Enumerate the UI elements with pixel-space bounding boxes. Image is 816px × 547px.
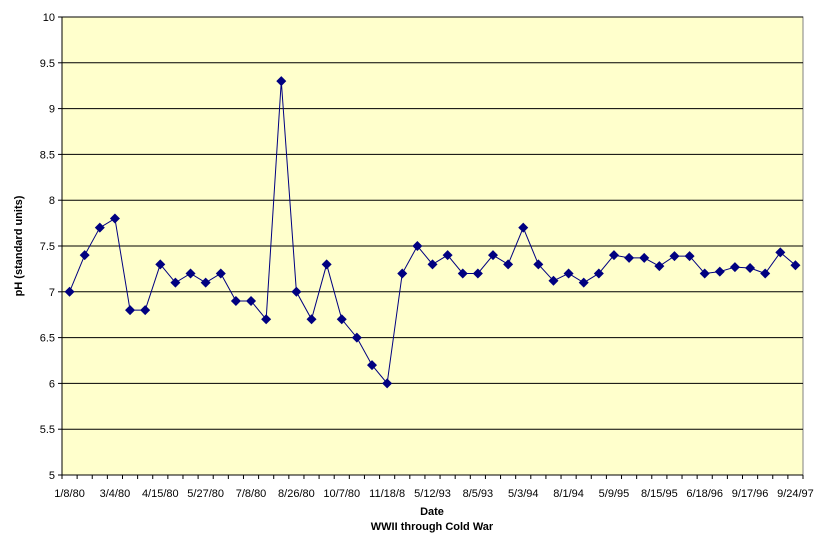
data-point (472, 268, 483, 279)
data-point (155, 259, 166, 270)
gridlines (61, 16, 803, 476)
data-point (684, 251, 695, 262)
y-tick-label: 10 (43, 12, 55, 24)
data-point (457, 268, 468, 279)
y-tick-label: 8.5 (40, 149, 55, 161)
data-point (261, 314, 272, 325)
data-point (533, 259, 544, 270)
x-tick-label: 10/7/80 (323, 488, 360, 500)
data-point (79, 250, 90, 261)
data-point (140, 305, 151, 316)
y-axis-title: pH (standard units) (13, 195, 25, 296)
data-point (200, 277, 211, 288)
data-point (760, 268, 771, 279)
data-point (276, 76, 287, 87)
y-tick-label: 5.5 (40, 424, 55, 436)
data-point (593, 268, 604, 279)
data-point (291, 286, 302, 297)
data-point (185, 268, 196, 279)
x-tick-label: 8/1/94 (553, 488, 584, 500)
data-point (427, 259, 438, 270)
data-point (518, 222, 529, 233)
x-tick-label: 3/4/80 (100, 488, 131, 500)
data-point (745, 262, 756, 273)
data-point (230, 295, 241, 306)
x-tick-label: 8/5/93 (463, 488, 494, 500)
data-point (170, 277, 181, 288)
data-point (382, 378, 393, 389)
data-point (624, 252, 635, 263)
x-tick-label: 8/26/80 (278, 488, 315, 500)
data-point (64, 286, 75, 297)
data-point (94, 222, 105, 233)
x-tick-label: 7/8/80 (236, 488, 267, 500)
x-tick-label: 5/12/93 (414, 488, 451, 500)
x-tick-label: 8/15/95 (641, 488, 678, 500)
x-tick-label: 5/3/94 (508, 488, 539, 500)
data-point (608, 250, 619, 261)
data-point (336, 314, 347, 325)
x-tick-label: 9/17/96 (732, 488, 769, 500)
x-tick-label: 11/18/8 (369, 488, 405, 500)
x-tick-label: 6/18/96 (686, 488, 723, 500)
x-tick-label: 4/15/80 (142, 488, 179, 500)
x-tick-label: 1/8/80 (54, 488, 85, 500)
data-point (125, 305, 136, 316)
data-point (729, 262, 740, 273)
y-tick-label: 6 (49, 378, 55, 390)
data-point (442, 250, 453, 261)
y-tick-label: 6.5 (40, 333, 55, 345)
data-point (412, 241, 423, 251)
data-point (548, 275, 559, 286)
x-axis-subtitle: WWII through Cold War (371, 521, 494, 533)
data-point (487, 250, 498, 261)
x-tick-labels: 1/8/80 3/4/80 4/15/80 5/27/80 7/8/80 8/26/80 1… (54, 475, 814, 500)
data-point (654, 261, 665, 272)
data-points (64, 76, 801, 389)
y-tick-label: 9 (49, 104, 55, 116)
data-point (714, 266, 725, 277)
x-tick-label: 5/9/95 (599, 488, 630, 500)
data-point (367, 360, 378, 371)
x-axis-title: Date (420, 506, 444, 518)
data-point (397, 268, 408, 279)
x-tick-label: 9/24/97 (777, 488, 814, 500)
y-tick-label: 7.5 (40, 241, 55, 253)
data-point (699, 268, 710, 279)
data-point (639, 252, 650, 263)
x-tick-label: 5/27/80 (187, 488, 224, 500)
y-tick-label: 7 (49, 287, 55, 299)
data-point (578, 277, 589, 288)
y-tick-labels: 5 5.5 6 6.5 7 7.5 8 8.5 9 9.5 10 (40, 12, 62, 482)
data-point (246, 295, 257, 306)
data-point (321, 259, 332, 270)
data-point (109, 213, 120, 224)
y-tick-label: 9.5 (40, 58, 55, 70)
data-point (351, 332, 362, 343)
data-point (306, 314, 317, 325)
y-tick-label: 8 (49, 195, 55, 207)
data-point (503, 259, 514, 270)
data-point (790, 260, 801, 271)
data-point (215, 268, 226, 279)
data-point (563, 268, 574, 279)
data-point (669, 251, 680, 262)
data-point (775, 247, 786, 258)
y-tick-label: 5 (49, 470, 55, 482)
